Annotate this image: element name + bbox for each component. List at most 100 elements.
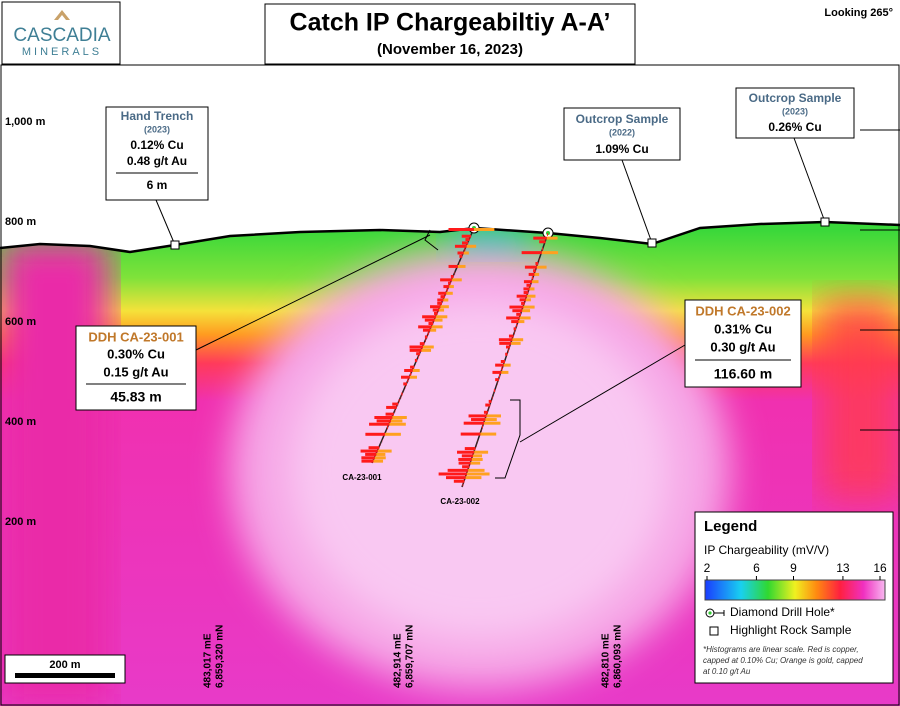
- northing: 6,859,320 mN: [215, 625, 226, 688]
- elevation-label: 1,000 m: [5, 116, 46, 128]
- assay-histogram: [374, 456, 386, 460]
- elevation-label: 800 m: [5, 216, 36, 228]
- assay-histogram: [462, 465, 470, 469]
- assay-histogram: [501, 370, 509, 374]
- assay-histogram: [533, 269, 536, 273]
- assay-histogram: [416, 352, 421, 356]
- easting: 482,810 mE: [601, 633, 612, 688]
- assay-histogram: [532, 280, 539, 284]
- assay-histogram: [500, 360, 505, 363]
- assay-histogram: [531, 276, 534, 280]
- sample-callout: Outcrop Sample (2022) 1.09% Cu: [563, 107, 681, 161]
- sample-grade: 0.48 g/t Au: [127, 154, 187, 168]
- hole-label: CA-23-001: [342, 473, 382, 482]
- scale-title: IP Chargeability (mV/V): [704, 543, 829, 557]
- assay-histogram: [437, 301, 442, 305]
- assay-histogram: [541, 251, 559, 255]
- assay-histogram: [423, 345, 434, 349]
- scale-tick-label: 6: [753, 561, 760, 575]
- assay-histogram: [443, 298, 449, 302]
- scale-tick-label: 13: [836, 561, 850, 575]
- assay-histogram: [511, 320, 519, 324]
- intercept-grade: 0.31% Cu: [714, 321, 772, 336]
- assay-histogram: [436, 315, 448, 319]
- assay-histogram: [499, 341, 512, 345]
- assay-histogram: [468, 414, 487, 418]
- assay-histogram: [414, 358, 418, 362]
- assay-histogram: [527, 294, 536, 298]
- assay-histogram: [508, 334, 514, 338]
- assay-histogram: [438, 472, 467, 476]
- assay-histogram: [390, 419, 403, 423]
- assay-histogram: [376, 452, 386, 456]
- elevation-label: 600 m: [5, 316, 36, 328]
- northing: 6,860,093 mN: [613, 625, 624, 688]
- assay-histogram: [361, 459, 374, 463]
- assay-histogram: [439, 308, 445, 312]
- assay-histogram: [528, 272, 535, 276]
- assay-histogram: [458, 461, 471, 465]
- assay-histogram: [392, 416, 407, 419]
- color-bar: [704, 579, 886, 601]
- assay-histogram: [418, 325, 432, 329]
- assay-histogram: [443, 285, 450, 289]
- assay-histogram: [417, 355, 419, 359]
- assay-histogram: [519, 316, 531, 320]
- assay-histogram: [454, 244, 467, 248]
- assay-histogram: [521, 251, 542, 255]
- assay-histogram: [463, 251, 469, 255]
- view-direction: Looking 265°: [824, 7, 893, 19]
- assay-histogram: [460, 432, 481, 436]
- assay-histogram: [407, 379, 409, 383]
- assay-histogram: [509, 305, 524, 309]
- assay-histogram: [447, 468, 469, 472]
- assay-histogram: [427, 332, 429, 336]
- assay-histogram: [471, 418, 486, 422]
- assay-histogram: [493, 389, 496, 393]
- assay-histogram: [547, 233, 548, 236]
- assay-histogram: [424, 335, 428, 339]
- assay-histogram: [404, 369, 413, 372]
- legend-note: *Histograms are linear scale. Red is cop…: [703, 645, 859, 654]
- assay-histogram: [465, 238, 470, 242]
- title-box: [264, 3, 636, 65]
- assay-histogram: [369, 422, 390, 426]
- title: Catch IP Chargeabiltiy A-A’: [290, 9, 611, 37]
- sample-year: (2023): [144, 124, 170, 134]
- assay-histogram: [525, 298, 531, 302]
- assay-histogram: [523, 287, 530, 291]
- assay-histogram: [523, 305, 535, 309]
- topography: [0, 220, 900, 254]
- sample-title: Outcrop Sample: [749, 91, 842, 105]
- assay-histogram: [422, 328, 431, 332]
- hole-name: DDH CA-23-002: [695, 303, 790, 318]
- intercept-callout: DDH CA-23-001 0.30% Cu 0.15 g/t Au 45.83…: [75, 325, 197, 411]
- assay-histogram: [495, 363, 504, 367]
- assay-histogram: [410, 365, 415, 369]
- intercept-callout: DDH CA-23-002 0.31% Cu 0.30 g/t Au 116.6…: [684, 299, 802, 388]
- assay-histogram: [430, 328, 437, 332]
- assay-histogram: [457, 450, 475, 454]
- assay-histogram: [440, 278, 453, 282]
- assay-histogram: [484, 421, 501, 425]
- assay-histogram: [521, 301, 525, 305]
- assay-histogram: [419, 342, 425, 346]
- hole-name: DDH CA-23-001: [88, 329, 183, 344]
- assay-histogram: [376, 419, 391, 423]
- assay-histogram: [518, 320, 525, 324]
- assay-histogram: [392, 402, 399, 406]
- assay-histogram: [458, 457, 472, 461]
- legend: Legend IP Chargeability (mV/V) Diamond D…: [694, 511, 894, 684]
- assay-histogram: [462, 483, 464, 487]
- assay-histogram: [365, 452, 377, 456]
- assay-histogram: [434, 318, 443, 322]
- assay-histogram: [365, 432, 386, 436]
- assay-histogram: [448, 281, 451, 285]
- assay-histogram: [368, 446, 380, 450]
- legend-title: Legend: [704, 518, 757, 535]
- assay-histogram: [485, 403, 491, 407]
- assay-histogram: [542, 247, 544, 251]
- logo-sub: MINERALS: [22, 46, 102, 58]
- legend-note: at 0.10 g/t Au: [703, 667, 751, 676]
